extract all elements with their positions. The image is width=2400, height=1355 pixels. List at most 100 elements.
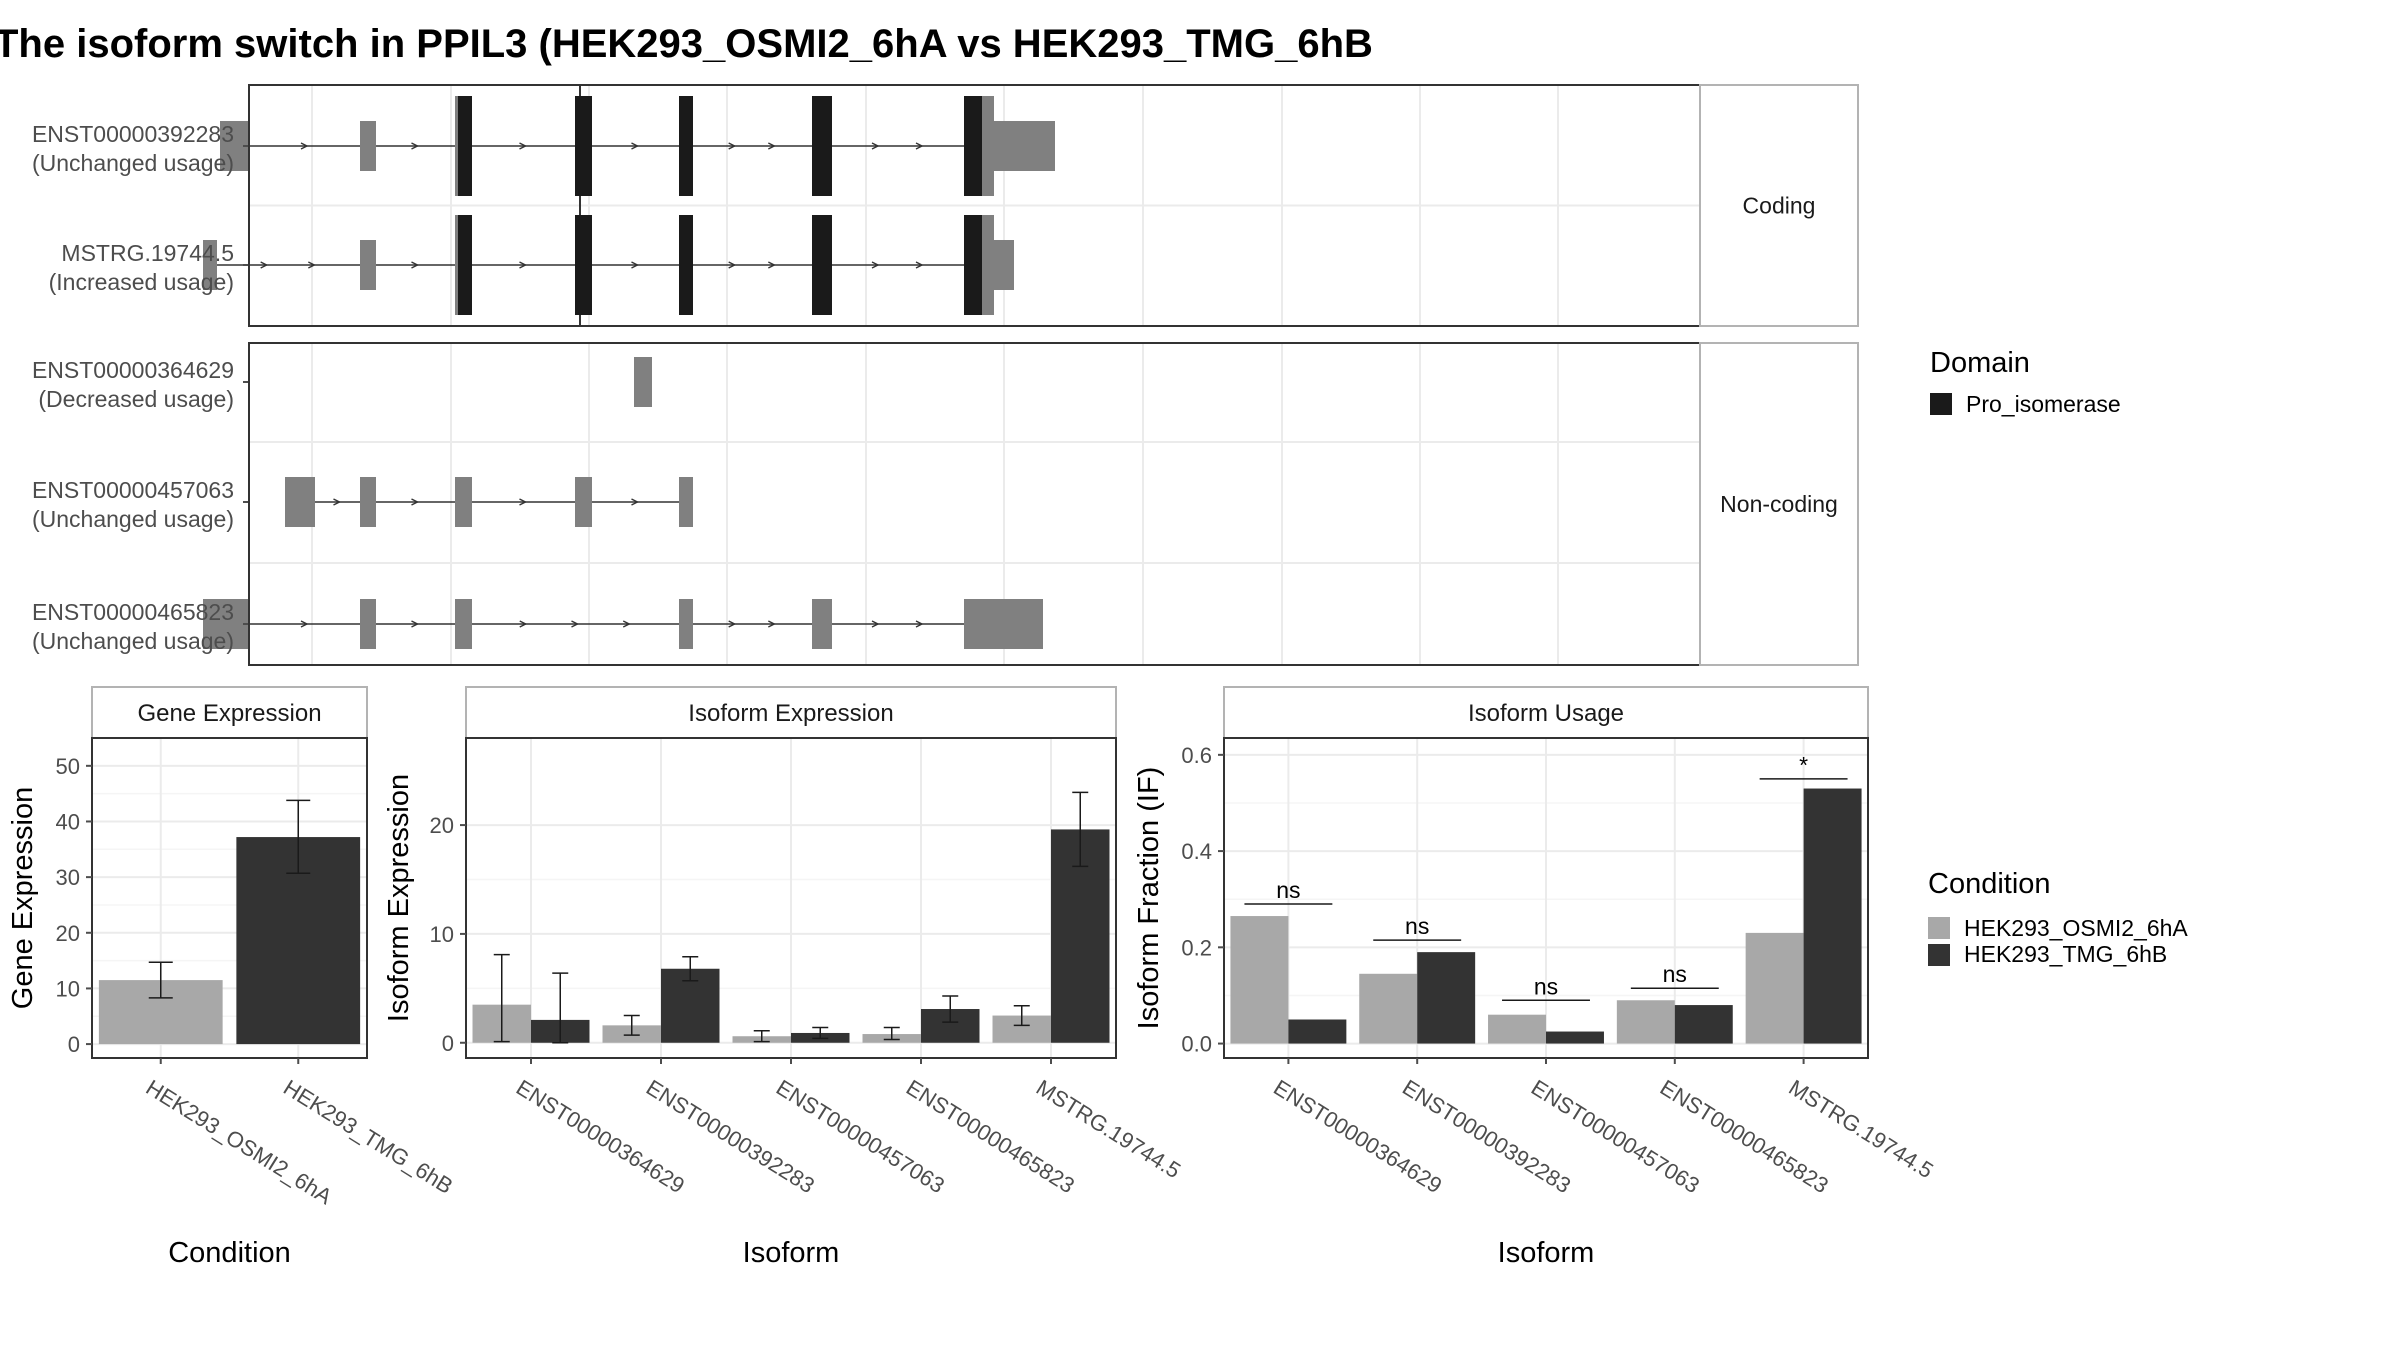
- panel-title-strip: [1223, 686, 1869, 739]
- bar: [1616, 1000, 1675, 1044]
- bar: [1288, 1019, 1347, 1044]
- domain-legend: Domain Pro_isomerase: [1930, 347, 2121, 417]
- significance-label: ns: [1276, 877, 1300, 903]
- arrow-icon: [728, 261, 737, 269]
- domain-block: [964, 96, 982, 196]
- domain-block: [575, 215, 592, 315]
- y-tick-label: 30: [56, 865, 80, 890]
- arrow-icon: [871, 261, 880, 269]
- transcript-row: ENST00000392283 (Unchanged usage): [32, 84, 1055, 208]
- bar: [1417, 952, 1476, 1044]
- bar: [1488, 1014, 1546, 1044]
- arrow-icon: [300, 142, 309, 150]
- arrow-icon: [631, 261, 640, 269]
- domain-block: [679, 215, 693, 315]
- exon: [982, 96, 994, 196]
- exon: [360, 599, 376, 649]
- arrow-icon: [728, 142, 737, 150]
- facet-label: Coding: [1743, 193, 1816, 219]
- exon: [982, 215, 994, 315]
- isoform-label: ENST00000364629: [32, 357, 234, 383]
- bar: [1745, 932, 1804, 1044]
- transcript-row: ENST00000364629 (Decreased usage): [32, 357, 652, 412]
- y-axis-title: Gene Expression: [7, 787, 39, 1009]
- panel-border: [91, 737, 368, 1059]
- arrow-icon: [728, 620, 737, 628]
- arrow-icon: [260, 261, 269, 269]
- exon: [679, 477, 693, 527]
- y-tick-label: 0.4: [1181, 839, 1212, 864]
- transcript-row: MSTRG.19744.5 (Increased usage): [49, 203, 1014, 327]
- x-axis-title: Isoform: [1498, 1237, 1595, 1269]
- arrow-icon: [519, 620, 528, 628]
- transcript-panel-coding: ENST00000392283 (Unchanged usage) MSTRG.19…: [32, 84, 1859, 327]
- exon: [634, 357, 652, 407]
- y-axis-title: Isoform Fraction (IF): [1133, 767, 1165, 1030]
- arrow-icon: [768, 620, 776, 628]
- y-tick-label: 0.6: [1181, 743, 1212, 768]
- legend-label: HEK293_TMG_6hB: [1964, 941, 2167, 967]
- significance-label: *: [1799, 752, 1808, 778]
- significance-label: ns: [1405, 913, 1429, 939]
- isoform-usage-label: (Increased usage): [49, 269, 234, 295]
- arrow-icon: [915, 620, 924, 628]
- domain-block: [575, 96, 592, 196]
- y-tick-label: 40: [56, 809, 80, 834]
- exon: [994, 240, 1014, 290]
- y-tick-label: 0: [442, 1031, 454, 1056]
- arrow-icon: [411, 620, 420, 628]
- legend-label: Pro_isomerase: [1966, 391, 2121, 417]
- x-axis-title: Isoform: [743, 1237, 840, 1269]
- y-axis-title: Isoform Expression: [383, 774, 415, 1022]
- gene-expression-panel: Gene Expression01020304050HEK293_OSMI2_6…: [7, 686, 457, 1269]
- exon-edge: [455, 215, 458, 315]
- isoform-label: MSTRG.19744.5: [61, 240, 234, 266]
- arrow-icon: [411, 261, 420, 269]
- exon: [360, 240, 376, 290]
- domain-block: [458, 96, 472, 196]
- facet-strip: [1699, 342, 1859, 666]
- arrow-icon: [768, 261, 776, 269]
- isoform-usage-label: (Unchanged usage): [32, 506, 234, 532]
- arrow-icon: [768, 142, 776, 150]
- arrow-icon: [631, 142, 640, 150]
- arrow-icon: [519, 498, 528, 506]
- panel-title-strip: [91, 686, 368, 739]
- legend-title: Domain: [1930, 347, 2030, 379]
- facet-label: Non-coding: [1720, 491, 1838, 517]
- exon: [360, 477, 376, 527]
- bar: [1674, 1005, 1733, 1044]
- domain-block: [458, 215, 472, 315]
- x-axis-title: Condition: [168, 1237, 291, 1269]
- transcript-row: ENST00000465823 (Unchanged usage): [32, 599, 1043, 654]
- isoform-label: ENST00000457063: [32, 477, 234, 503]
- exon: [964, 599, 1043, 649]
- arrow-icon: [915, 261, 924, 269]
- isoform-label: ENST00000392283: [32, 121, 234, 147]
- isoform-label: ENST00000465823: [32, 599, 234, 625]
- y-tick-label: 10: [56, 976, 80, 1001]
- panel-title: Gene Expression: [137, 700, 321, 727]
- bar: [1546, 1031, 1604, 1044]
- panel-title: Isoform Expression: [688, 700, 893, 727]
- arrow-icon: [411, 498, 420, 506]
- transcript-row: ENST00000457063 (Unchanged usage): [32, 477, 693, 532]
- y-tick-label: 20: [430, 813, 454, 838]
- arrow-icon: [308, 261, 316, 269]
- legend-label: HEK293_OSMI2_6hA: [1964, 915, 2188, 941]
- transcript-panel-non-coding: ENST00000364629(Decreased usage)ENST0000…: [32, 342, 1859, 666]
- arrow-icon: [571, 620, 580, 628]
- legend-key: [1930, 393, 1952, 415]
- arrow-icon: [333, 498, 342, 506]
- y-tick-label: 0.0: [1181, 1032, 1212, 1057]
- exon: [575, 477, 592, 527]
- domain-block: [964, 215, 982, 315]
- isoform-usage-label: (Unchanged usage): [32, 150, 234, 176]
- exon: [203, 240, 217, 290]
- exon: [203, 599, 250, 649]
- exon: [285, 477, 315, 527]
- significance-label: ns: [1663, 961, 1687, 987]
